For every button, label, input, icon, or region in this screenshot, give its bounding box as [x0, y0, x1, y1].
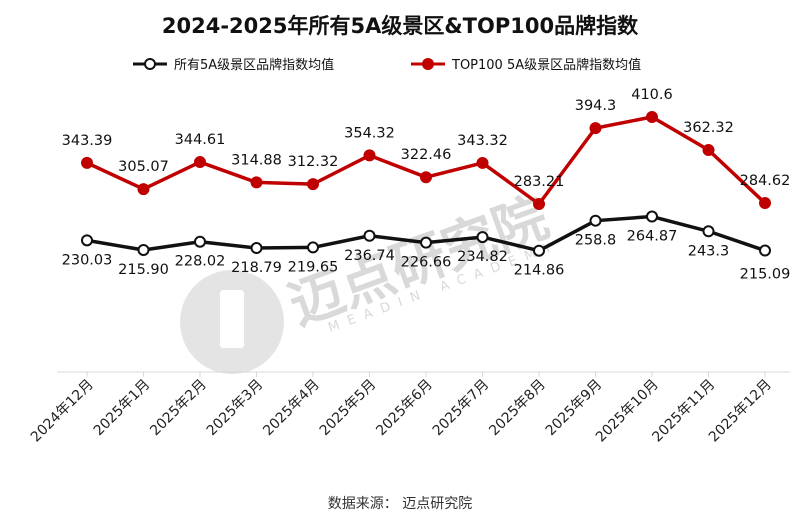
- x-axis-ticks: 2024年12月2025年1月2025年2月2025年3月2025年4月2025…: [28, 372, 775, 445]
- data-point-1-7: [476, 156, 489, 169]
- legend-marker-top100: [422, 58, 434, 70]
- data-label-0-11: 243.3: [688, 243, 730, 259]
- data-point-0-7: [476, 231, 489, 244]
- x-tick-label: 2025年8月: [486, 377, 549, 440]
- data-point-1-4: [307, 178, 319, 191]
- data-label-0-3: 218.79: [231, 260, 282, 276]
- data-label-0-8: 214.86: [514, 263, 565, 279]
- data-point-1-0: [81, 156, 93, 169]
- data-point-1-8: [533, 198, 545, 211]
- data-point-0-12: [759, 244, 771, 257]
- watermark: 迈点研究院 MEADIN ACADEMY: [180, 186, 563, 374]
- legend-label-top100: TOP100 5A级景区品牌指数均值: [451, 57, 641, 73]
- chart-title: 2024-2025年所有5A级景区&TOP100品牌指数: [162, 14, 639, 38]
- data-label-1-3: 314.88: [231, 152, 282, 168]
- x-tick-label: 2025年5月: [317, 377, 380, 440]
- data-point-1-9: [589, 122, 602, 135]
- data-label-0-6: 226.66: [401, 255, 452, 271]
- data-point-0-5: [363, 229, 376, 242]
- watermark-logo-mark: [220, 290, 244, 348]
- data-point-0-4: [307, 241, 319, 254]
- data-point-0-11: [702, 225, 715, 238]
- data-point-0-3: [250, 242, 263, 255]
- x-tick-label: 2025年2月: [147, 377, 210, 440]
- data-point-1-3: [250, 176, 263, 189]
- legend-item-all: 所有5A级景区品牌指数均值: [133, 57, 334, 73]
- data-point-0-8: [533, 244, 545, 257]
- legend-marker-all: [144, 58, 156, 70]
- data-point-0-9: [589, 214, 602, 227]
- x-tick-label: 2024年12月: [28, 377, 97, 446]
- data-point-0-0: [81, 234, 93, 247]
- data-point-0-2: [194, 235, 206, 248]
- data-label-0-2: 228.02: [175, 254, 226, 270]
- data-point-1-2: [194, 156, 206, 169]
- data-point-1-11: [702, 143, 715, 156]
- data-label-0-0: 230.03: [62, 252, 113, 268]
- data-label-1-2: 344.61: [175, 132, 226, 148]
- data-labels: 230.03 215.90 228.02 218.79 219.65 236.74 226.…: [62, 87, 791, 283]
- legend-item-top100: TOP100 5A级景区品牌指数均值: [411, 57, 641, 73]
- x-tick-label: 2025年3月: [204, 377, 267, 440]
- data-point-1-12: [759, 197, 771, 210]
- data-label-1-11: 362.32: [683, 120, 734, 136]
- data-point-1-6: [420, 171, 432, 184]
- data-label-0-1: 215.90: [118, 262, 169, 278]
- x-tick-label: 2025年1月: [91, 377, 154, 440]
- x-tick-label: 2025年6月: [373, 377, 436, 440]
- data-label-1-1: 305.07: [118, 159, 169, 175]
- data-label-0-4: 219.65: [288, 259, 339, 275]
- data-label-1-10: 410.6: [631, 87, 673, 103]
- x-tick-label: 2025年4月: [260, 377, 323, 440]
- data-label-1-0: 343.39: [62, 133, 113, 149]
- data-point-1-1: [137, 183, 150, 196]
- data-label-0-7: 234.82: [457, 249, 508, 265]
- data-label-1-12: 284.62: [740, 173, 791, 189]
- data-point-1-5: [363, 149, 376, 162]
- data-label-1-4: 312.32: [288, 154, 339, 170]
- data-label-1-8: 283.21: [514, 174, 565, 190]
- data-point-0-6: [420, 236, 432, 249]
- data-label-1-7: 343.32: [457, 133, 508, 149]
- legend: 所有5A级景区品牌指数均值 TOP100 5A级景区品牌指数均值: [133, 57, 641, 73]
- series-lines: [81, 110, 771, 257]
- data-label-0-12: 215.09: [740, 267, 791, 283]
- data-point-0-10: [646, 210, 658, 223]
- data-label-0-5: 236.74: [344, 248, 395, 264]
- data-label-0-10: 264.87: [627, 229, 678, 245]
- data-label-1-5: 354.32: [344, 125, 395, 141]
- data-point-0-1: [137, 243, 150, 256]
- data-point-1-10: [646, 110, 658, 123]
- data-label-1-9: 394.3: [575, 98, 617, 114]
- data-label-0-9: 258.8: [575, 233, 617, 249]
- data-label-1-6: 322.46: [401, 147, 452, 163]
- x-tick-label: 2025年7月: [430, 377, 493, 440]
- legend-label-all: 所有5A级景区品牌指数均值: [174, 57, 334, 73]
- source-note: 数据来源： 迈点研究院: [328, 496, 472, 512]
